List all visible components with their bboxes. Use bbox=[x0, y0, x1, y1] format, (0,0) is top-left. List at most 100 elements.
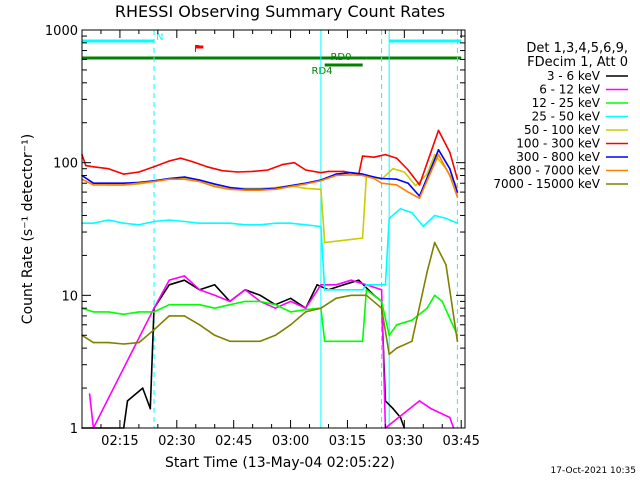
data-point-6-12-kev bbox=[304, 307, 307, 310]
y-tick-label: 1 bbox=[70, 422, 78, 437]
flag-bars: N F RD0 RD4 bbox=[82, 30, 462, 428]
data-point-100-300-kev bbox=[267, 169, 269, 171]
data-point-12-25-kev bbox=[183, 303, 186, 306]
data-point-25-50-kev bbox=[259, 224, 262, 226]
data-point-12-25-kev bbox=[380, 300, 383, 303]
data-point-800-7000-kev bbox=[304, 183, 307, 185]
x-axis-label: Start Time (13-May-04 02:05:22) bbox=[165, 455, 395, 471]
legend-label-6-12-kev: 6 - 12 keV bbox=[539, 83, 601, 97]
data-point-50-100-kev bbox=[392, 167, 394, 170]
data-point-800-7000-kev bbox=[418, 197, 421, 199]
data-point-100-300-kev bbox=[293, 161, 296, 164]
data-point-12-25-kev bbox=[289, 311, 292, 313]
data-point-7000-15000-kev bbox=[107, 341, 110, 344]
data-point-12-25-kev bbox=[122, 313, 125, 316]
data-point-100-300-kev bbox=[456, 178, 459, 180]
data-point-12-25-kev bbox=[213, 307, 216, 310]
data-point-800-7000-kev bbox=[259, 189, 262, 191]
data-point-25-50-kev bbox=[198, 222, 201, 224]
data-point-6-12-kev bbox=[88, 393, 91, 395]
data-point-50-100-kev bbox=[426, 173, 428, 175]
data-point-7000-15000-kev bbox=[320, 307, 322, 310]
data-point-300-800-kev bbox=[361, 173, 364, 175]
data-point-7000-15000-kev bbox=[229, 340, 231, 343]
data-point-50-100-kev bbox=[323, 241, 326, 244]
data-point-7000-15000-kev bbox=[168, 315, 170, 317]
data-point-6-12-kev bbox=[153, 307, 155, 310]
chart-title: RHESSI Observing Summary Count Rates bbox=[115, 2, 445, 21]
data-point-12-25-kev bbox=[433, 294, 436, 297]
data-point-7000-15000-kev bbox=[433, 241, 436, 244]
data-point-300-800-kev bbox=[229, 186, 231, 189]
flag-label-f: F bbox=[194, 44, 200, 55]
data-point-6-12-kev bbox=[430, 407, 432, 410]
data-point-12-25-kev bbox=[229, 303, 231, 306]
legend-header-detectors: Det 1,3,4,5,6,9, bbox=[526, 41, 628, 56]
data-point-800-7000-kev bbox=[437, 153, 440, 156]
data-point-300-800-kev bbox=[373, 176, 375, 178]
data-point-800-7000-kev bbox=[361, 174, 364, 177]
series-layer bbox=[81, 129, 459, 429]
data-point-50-100-kev bbox=[433, 153, 436, 156]
data-point-800-7000-kev bbox=[229, 188, 231, 191]
legend-label-25-50-kev: 25 - 50 keV bbox=[532, 110, 601, 124]
data-point-100-300-kev bbox=[138, 171, 140, 173]
data-point-3-6-kev bbox=[213, 284, 216, 286]
data-point-100-300-kev bbox=[437, 129, 440, 132]
x-tick-label: 02:30 bbox=[158, 434, 195, 449]
data-point-7000-15000-kev bbox=[411, 340, 413, 343]
x-tick-label: 03:30 bbox=[386, 434, 423, 449]
data-point-6-12-kev bbox=[350, 279, 353, 282]
data-point-100-300-kev bbox=[304, 169, 307, 171]
data-point-6-12-kev bbox=[213, 294, 216, 297]
data-point-3-6-kev bbox=[149, 407, 152, 410]
flag-label-rd0: RD0 bbox=[330, 52, 351, 63]
data-point-100-300-kev bbox=[342, 170, 345, 173]
data-point-100-300-kev bbox=[191, 160, 193, 163]
data-point-25-50-kev bbox=[323, 289, 326, 291]
data-point-3-6-kev bbox=[126, 400, 129, 402]
data-point-3-6-kev bbox=[289, 297, 292, 300]
data-point-100-300-kev bbox=[221, 169, 224, 172]
data-point-7000-15000-kev bbox=[365, 294, 368, 297]
data-point-6-12-kev bbox=[274, 307, 277, 310]
x-tick-label: 02:15 bbox=[101, 434, 138, 449]
data-point-300-800-kev bbox=[213, 183, 216, 185]
data-point-6-12-kev bbox=[418, 400, 421, 402]
data-point-300-800-kev bbox=[350, 171, 353, 174]
data-point-25-50-kev bbox=[183, 220, 186, 223]
data-point-50-100-kev bbox=[320, 188, 322, 191]
data-point-25-50-kev bbox=[92, 222, 95, 224]
data-point-25-50-kev bbox=[361, 289, 364, 291]
data-point-7000-15000-kev bbox=[289, 324, 292, 326]
data-point-7000-15000-kev bbox=[395, 347, 398, 349]
legend-label-7000-15000-kev: 7000 - 15000 keV bbox=[493, 177, 600, 191]
series-line-7000-15000-kev bbox=[81, 241, 459, 356]
data-point-12-25-kev bbox=[198, 303, 201, 306]
data-point-7000-15000-kev bbox=[274, 334, 277, 337]
flag-label-n: N bbox=[156, 32, 163, 43]
data-point-25-50-kev bbox=[411, 211, 413, 214]
legend-label-50-100-kev: 50 - 100 keV bbox=[524, 123, 601, 137]
data-point-12-25-kev bbox=[168, 303, 170, 306]
data-point-800-7000-kev bbox=[335, 174, 337, 177]
data-point-7000-15000-kev bbox=[138, 341, 140, 344]
data-point-800-7000-kev bbox=[107, 184, 110, 186]
data-point-7000-15000-kev bbox=[213, 334, 216, 337]
y-tick-label: 1000 bbox=[45, 24, 78, 39]
data-point-12-25-kev bbox=[388, 334, 391, 337]
data-point-800-7000-kev bbox=[153, 180, 155, 183]
data-point-300-800-kev bbox=[449, 167, 451, 170]
legend-label-3-6-kev: 3 - 6 keV bbox=[547, 69, 601, 83]
data-point-12-25-kev bbox=[411, 319, 413, 322]
data-point-800-7000-kev bbox=[213, 185, 216, 188]
data-point-100-300-kev bbox=[153, 166, 155, 168]
data-point-100-300-kev bbox=[206, 166, 208, 168]
data-point-25-50-kev bbox=[399, 207, 402, 210]
data-point-100-300-kev bbox=[107, 167, 110, 170]
y-tick-label: 10 bbox=[61, 289, 78, 304]
data-point-3-6-kev bbox=[168, 284, 170, 286]
data-point-100-300-kev bbox=[407, 169, 409, 171]
data-point-800-7000-kev bbox=[350, 174, 353, 176]
data-point-25-50-kev bbox=[168, 219, 170, 221]
